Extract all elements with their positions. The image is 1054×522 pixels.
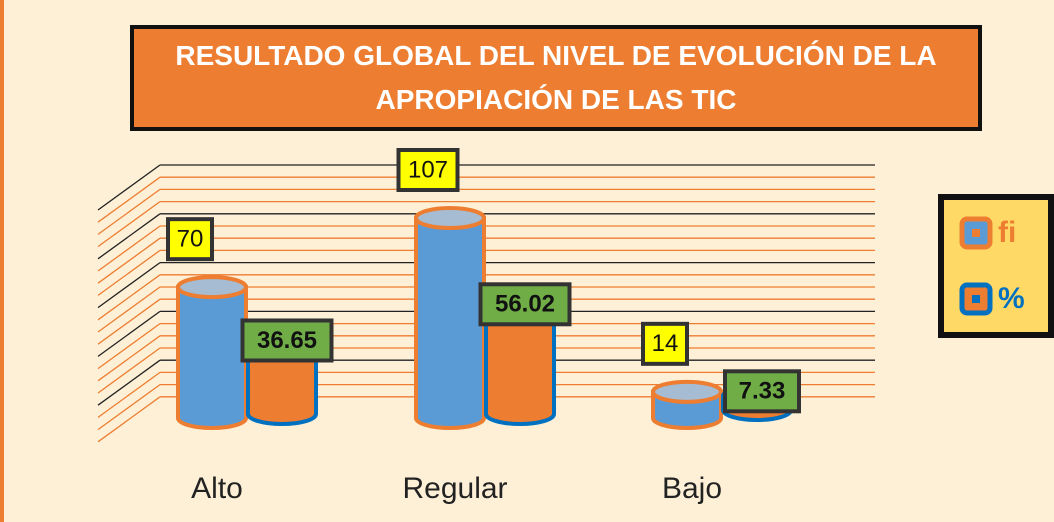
wall-line [97, 286, 161, 333]
wall-line [97, 201, 161, 248]
cylinder [651, 379, 723, 430]
cylinder [414, 206, 486, 430]
wall-line [97, 164, 161, 211]
value-label-box [723, 369, 801, 414]
cylinder-top [651, 379, 723, 404]
legend-marker-core [972, 295, 980, 303]
wall-line [97, 310, 161, 357]
chart-title: RESULTADO GLOBAL DEL NIVEL DE EVOLUCIÓN … [130, 25, 982, 131]
wall-line [97, 274, 161, 321]
wall-line [97, 213, 161, 260]
x-tick-label: Bajo [662, 472, 722, 505]
legend-marker-core [972, 229, 980, 237]
legend-label: % [998, 282, 1025, 315]
value-label: 14 [652, 330, 679, 357]
value-label: 36.65 [257, 327, 317, 354]
value-label: 107 [408, 156, 448, 183]
legend-box [938, 194, 1054, 338]
wall-line [97, 396, 161, 443]
wall-line [97, 249, 161, 296]
legend-label: fi [998, 216, 1016, 249]
value-label: 7.33 [739, 378, 786, 405]
value-label-box [396, 148, 460, 192]
cylinder-body [484, 307, 556, 426]
cylinder-body [176, 285, 248, 430]
wall-line [97, 335, 161, 382]
cylinder-body [246, 343, 318, 426]
x-tick-label: Alto [191, 472, 243, 505]
wall-line [97, 176, 161, 223]
cylinder-body [414, 216, 486, 430]
wall-line [97, 359, 161, 406]
value-label-box [478, 282, 572, 327]
wall-line [97, 298, 161, 345]
value-label: 56.02 [495, 291, 555, 318]
wall-line [97, 225, 161, 272]
wall-line [97, 188, 161, 235]
cylinder-top [176, 275, 248, 300]
wall-line [97, 237, 161, 284]
value-label: 70 [177, 226, 204, 253]
cylinder [176, 275, 248, 430]
x-tick-label: Regular [402, 472, 507, 505]
value-label-box [166, 217, 214, 262]
value-label-box [641, 321, 689, 366]
wall-line [97, 384, 161, 431]
wall-line [97, 347, 161, 394]
value-label-box [240, 318, 334, 363]
wall-line [97, 262, 161, 309]
cylinder-top [414, 206, 486, 230]
wall-line [97, 371, 161, 418]
wall-line [97, 323, 161, 370]
